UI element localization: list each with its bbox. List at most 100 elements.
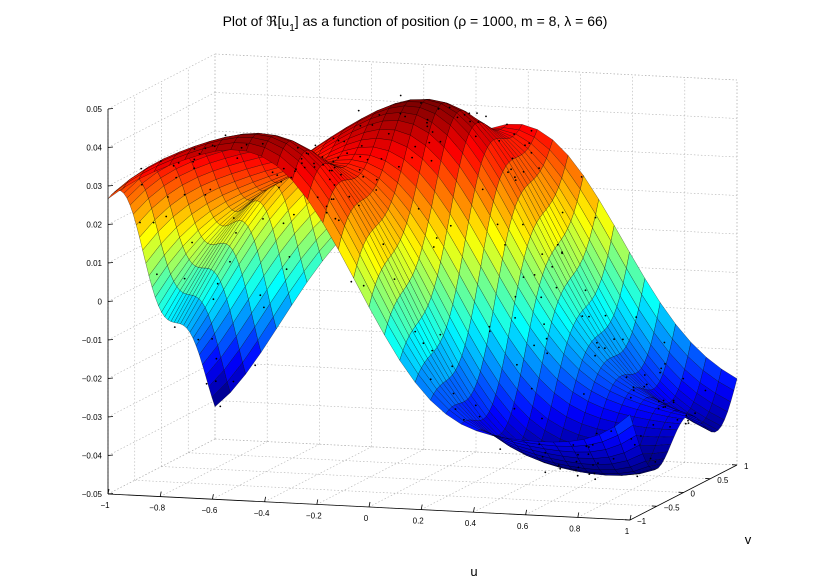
data-point bbox=[488, 330, 491, 333]
data-point bbox=[183, 193, 186, 196]
data-point bbox=[330, 198, 333, 201]
data-point bbox=[448, 106, 451, 109]
data-point bbox=[654, 461, 657, 463]
grid-line bbox=[473, 456, 581, 513]
data-point bbox=[610, 430, 613, 432]
y-axis-label: v bbox=[745, 532, 752, 547]
data-point bbox=[604, 347, 606, 350]
data-point bbox=[362, 175, 365, 178]
data-point bbox=[156, 273, 158, 276]
data-point bbox=[294, 170, 296, 173]
data-point bbox=[513, 133, 516, 136]
data-point bbox=[175, 176, 178, 179]
x-tick-label: 0 bbox=[364, 514, 369, 523]
data-point bbox=[463, 113, 466, 116]
surface-facet bbox=[614, 414, 634, 436]
data-point bbox=[325, 211, 328, 214]
data-point bbox=[300, 157, 303, 160]
y-tick-label: −0.5 bbox=[664, 503, 680, 512]
data-point bbox=[557, 464, 560, 466]
data-point bbox=[604, 314, 607, 317]
data-point bbox=[295, 168, 297, 171]
data-point bbox=[676, 419, 679, 421]
data-point bbox=[587, 453, 590, 456]
data-point bbox=[514, 295, 517, 298]
data-point bbox=[229, 260, 231, 263]
data-point bbox=[485, 115, 487, 118]
data-point bbox=[152, 221, 155, 224]
surface-facet bbox=[655, 436, 675, 446]
data-point bbox=[204, 193, 207, 196]
data-point bbox=[224, 134, 227, 137]
data-point bbox=[420, 102, 422, 104]
data-point bbox=[577, 466, 580, 469]
y-tick-label: 1 bbox=[744, 462, 749, 471]
data-point bbox=[254, 364, 257, 367]
data-point bbox=[541, 455, 544, 458]
data-point bbox=[337, 156, 340, 159]
data-point bbox=[555, 286, 558, 289]
grid-line bbox=[212, 443, 320, 500]
data-point bbox=[332, 198, 335, 201]
data-point bbox=[172, 164, 175, 167]
data-point bbox=[371, 124, 374, 126]
z-tick-label: −0.01 bbox=[82, 336, 103, 345]
data-point bbox=[285, 268, 288, 271]
data-point bbox=[657, 407, 660, 410]
grid-line bbox=[134, 479, 657, 507]
data-point bbox=[325, 205, 328, 208]
x-tick-mark bbox=[473, 507, 475, 513]
data-point bbox=[516, 363, 518, 366]
data-point bbox=[541, 417, 543, 420]
data-point bbox=[474, 404, 477, 407]
data-point bbox=[313, 166, 316, 168]
data-point bbox=[576, 474, 579, 477]
data-point bbox=[544, 471, 547, 474]
z-tick-mark bbox=[107, 416, 114, 418]
x-tick-label: 0.6 bbox=[517, 522, 529, 531]
data-point bbox=[333, 166, 336, 169]
data-point bbox=[559, 467, 562, 470]
data-point bbox=[664, 405, 667, 408]
data-point bbox=[522, 276, 525, 278]
grid-line bbox=[421, 454, 529, 510]
data-point bbox=[271, 171, 274, 174]
data-point bbox=[417, 207, 420, 210]
data-point bbox=[643, 385, 646, 388]
data-point bbox=[659, 371, 661, 374]
data-point bbox=[507, 171, 509, 174]
data-point bbox=[594, 354, 596, 357]
data-point bbox=[414, 330, 417, 333]
data-point bbox=[263, 306, 265, 309]
data-point bbox=[538, 167, 540, 170]
data-point bbox=[232, 217, 235, 219]
data-point bbox=[454, 408, 457, 410]
data-point bbox=[332, 137, 335, 140]
data-point bbox=[581, 315, 584, 317]
data-point bbox=[293, 213, 295, 216]
z-tick-label: 0 bbox=[98, 298, 103, 307]
x-tick-mark bbox=[107, 488, 110, 495]
z-tick-label: 0.01 bbox=[86, 259, 102, 268]
data-point bbox=[236, 157, 239, 160]
data-point bbox=[543, 323, 545, 325]
data-point bbox=[514, 317, 516, 319]
data-point bbox=[439, 333, 442, 336]
data-point bbox=[595, 432, 598, 435]
data-point bbox=[328, 178, 331, 181]
data-point bbox=[431, 349, 434, 352]
data-point bbox=[662, 406, 665, 408]
data-point bbox=[658, 400, 660, 403]
data-point bbox=[672, 399, 675, 402]
chart-title: Plot of ℜ[u1] as a function of position … bbox=[223, 13, 608, 34]
data-point bbox=[426, 118, 429, 121]
data-point bbox=[337, 139, 340, 142]
data-point bbox=[259, 294, 262, 297]
data-point bbox=[378, 114, 381, 116]
data-point bbox=[591, 444, 594, 446]
data-point bbox=[530, 151, 533, 154]
data-point bbox=[328, 169, 331, 172]
grid-line bbox=[368, 451, 477, 508]
data-point bbox=[322, 163, 324, 166]
z-tick-label: −0.03 bbox=[82, 413, 103, 422]
